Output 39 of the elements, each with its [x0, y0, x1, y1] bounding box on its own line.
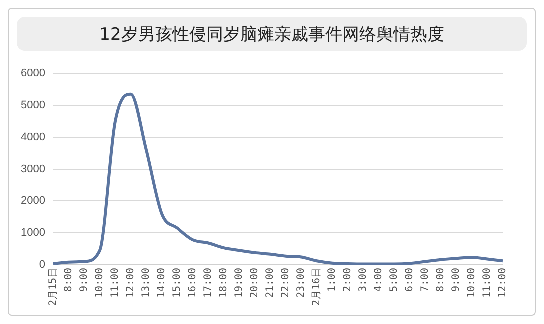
x-tick-label: 2月15日 — [48, 268, 60, 306]
y-tick-label: 6000 — [20, 68, 46, 80]
x-tick-label: 5:00 — [389, 268, 400, 292]
x-tick-label: 12:00 — [498, 268, 509, 298]
x-tick-label: 6:00 — [404, 268, 416, 292]
y-tick-label: 0 — [39, 258, 46, 271]
x-tick-label: 14:00 — [156, 268, 168, 298]
x-tick-label: 13:00 — [141, 268, 152, 298]
x-tick-label: 11:00 — [110, 268, 122, 298]
x-tick-label: 9:00 — [79, 268, 90, 292]
x-tick-label: 9:00 — [451, 268, 462, 292]
x-tick-label: 18:00 — [218, 268, 230, 298]
x-tick-label: 8:00 — [64, 268, 75, 292]
x-tick-label: 19:00 — [234, 268, 246, 298]
x-tick-label: 22:00 — [280, 268, 292, 298]
x-tick-label: 21:00 — [265, 268, 276, 298]
x-tick-label: 2:00 — [342, 268, 354, 292]
x-tick-label: 20:00 — [250, 268, 261, 298]
x-tick-label: 10:00 — [94, 268, 106, 298]
x-tick-label: 15:00 — [172, 268, 184, 298]
chart-title: 12岁男孩性侵同岁脑瘫亲戚事件网络舆情热度 — [17, 17, 527, 51]
y-tick-label: 2000 — [20, 195, 46, 208]
x-tick-label: 11:00 — [482, 268, 494, 298]
y-tick-label: 5000 — [20, 100, 46, 112]
line-series — [52, 92, 504, 265]
x-tick-label: 1:00 — [327, 268, 338, 292]
x-tick-label: 23:00 — [296, 268, 308, 298]
x-tick-label: 8:00 — [436, 268, 447, 292]
x-tick-label: 10:00 — [466, 268, 478, 298]
x-tick-label: 16:00 — [188, 268, 199, 298]
x-tick-label: 4:00 — [374, 268, 385, 292]
y-tick-label: 3000 — [20, 163, 46, 176]
x-tick-label: 7:00 — [420, 268, 432, 292]
x-tick-label: 3:00 — [358, 268, 370, 292]
x-tick-label: 2月16日 — [312, 268, 323, 306]
x-tick-label: 17:00 — [203, 268, 214, 298]
y-tick-label: 1000 — [20, 227, 46, 240]
y-tick-label: 4000 — [20, 131, 46, 144]
x-tick-label: 12:00 — [126, 268, 137, 298]
